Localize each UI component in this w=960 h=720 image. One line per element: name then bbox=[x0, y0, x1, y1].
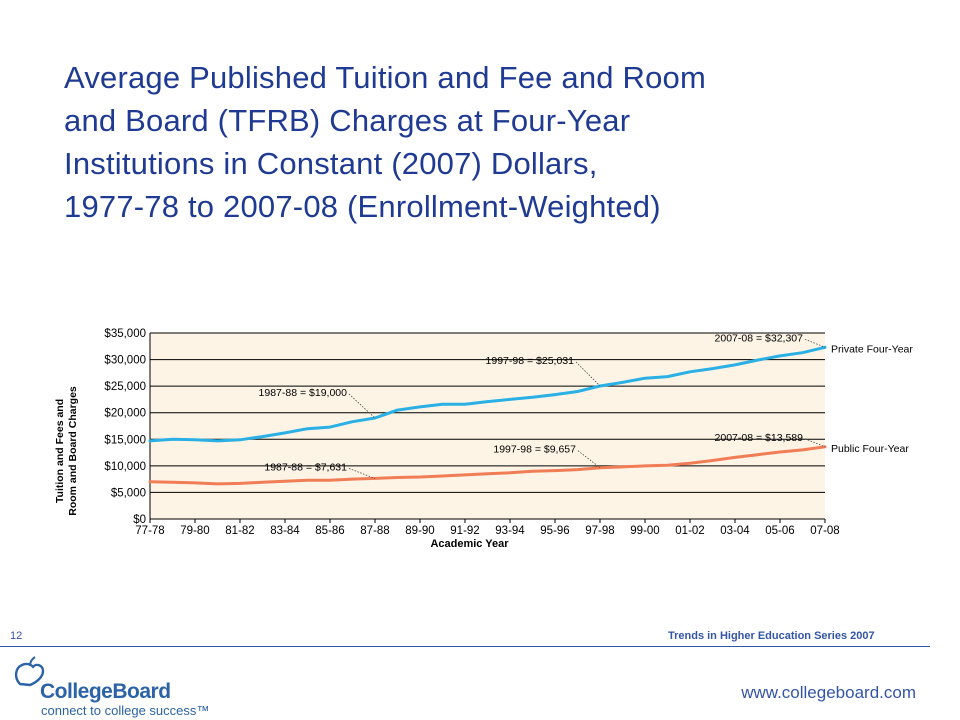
annotation-leader bbox=[575, 361, 601, 387]
website-link[interactable]: www.collegeboard.com bbox=[741, 683, 916, 702]
annotation-leader bbox=[804, 438, 826, 448]
annotation-label: 2007-08 = $32,307 bbox=[715, 332, 804, 344]
y-tick-label: $30,000 bbox=[104, 355, 146, 367]
title-line: Average Published Tuition and Fee and Ro… bbox=[64, 60, 707, 95]
y-axis-title: Room and Board Charges bbox=[67, 386, 79, 516]
slide-number: 12 bbox=[10, 630, 23, 642]
annotation-label: 1997-98 = $25,031 bbox=[486, 355, 575, 367]
y-tick-label: $10,000 bbox=[104, 461, 146, 473]
annotation-label: 2007-08 = $13,589 bbox=[715, 432, 804, 444]
x-tick-label: 85-86 bbox=[315, 525, 344, 537]
acorn-icon bbox=[14, 656, 45, 687]
annotation-label: 1997-98 = $9,657 bbox=[493, 444, 576, 456]
annotation-label: 1987-88 = $7,631 bbox=[264, 461, 347, 473]
logo-wordmark: CollegeBoard bbox=[40, 680, 171, 703]
footer-divider bbox=[0, 646, 930, 647]
x-tick-label: 99-00 bbox=[630, 525, 659, 537]
y-tick-label: $25,000 bbox=[104, 381, 146, 393]
y-axis-title: Tuition and Fees and bbox=[54, 399, 66, 503]
annotation-leader bbox=[804, 338, 826, 348]
x-tick-label: 05-06 bbox=[765, 525, 794, 537]
title-line: and Board (TFRB) Charges at Four-Year bbox=[64, 103, 631, 138]
title-line: Institutions in Constant (2007) Dollars, bbox=[64, 146, 598, 181]
x-tick-label: 81-82 bbox=[225, 525, 254, 537]
slide-title: Average Published Tuition and Fee and Ro… bbox=[64, 56, 924, 228]
x-tick-label: 83-84 bbox=[270, 525, 300, 537]
x-tick-label: 91-92 bbox=[450, 525, 479, 537]
series-line-0 bbox=[148, 345, 827, 443]
x-tick-label: 87-88 bbox=[360, 525, 389, 537]
x-tick-label: 03-04 bbox=[720, 525, 750, 537]
y-tick-label: $35,000 bbox=[104, 328, 146, 340]
series-label: Public Four-Year bbox=[831, 443, 909, 455]
x-tick-label: 01-02 bbox=[675, 525, 704, 537]
y-tick-label: $20,000 bbox=[104, 408, 146, 420]
y-tick-label: $0 bbox=[133, 514, 146, 526]
title-line: 1977-78 to 2007-08 (Enrollment-Weighted) bbox=[64, 189, 661, 224]
x-tick-label: 77-78 bbox=[135, 525, 164, 537]
x-tick-label: 93-94 bbox=[495, 525, 525, 537]
annotation-label: 1987-88 = $19,000 bbox=[259, 387, 348, 399]
y-tick-label: $15,000 bbox=[104, 434, 146, 446]
x-axis-title: Academic Year bbox=[430, 538, 509, 550]
plot-area bbox=[150, 333, 825, 519]
series-label: Trends in Higher Education Series 2007 bbox=[668, 630, 875, 642]
collegeboard-logo[interactable]: CollegeBoard connect to college success™ bbox=[10, 652, 240, 718]
x-tick-label: 07-08 bbox=[810, 525, 839, 537]
y-tick-label: $5,000 bbox=[111, 487, 146, 499]
x-tick-label: 97-98 bbox=[585, 525, 614, 537]
series-line-1 bbox=[148, 445, 827, 486]
logo-tagline: connect to college success™ bbox=[41, 703, 210, 718]
x-tick-label: 95-96 bbox=[540, 525, 569, 537]
tfrb-line-chart: $0 $5,000 $10,000 $15,000 $20,000 $25,000 $30,… bbox=[54, 328, 913, 550]
x-tick-label: 89-90 bbox=[405, 525, 434, 537]
series-label: Private Four-Year bbox=[831, 343, 913, 355]
x-tick-label: 79-80 bbox=[180, 525, 209, 537]
